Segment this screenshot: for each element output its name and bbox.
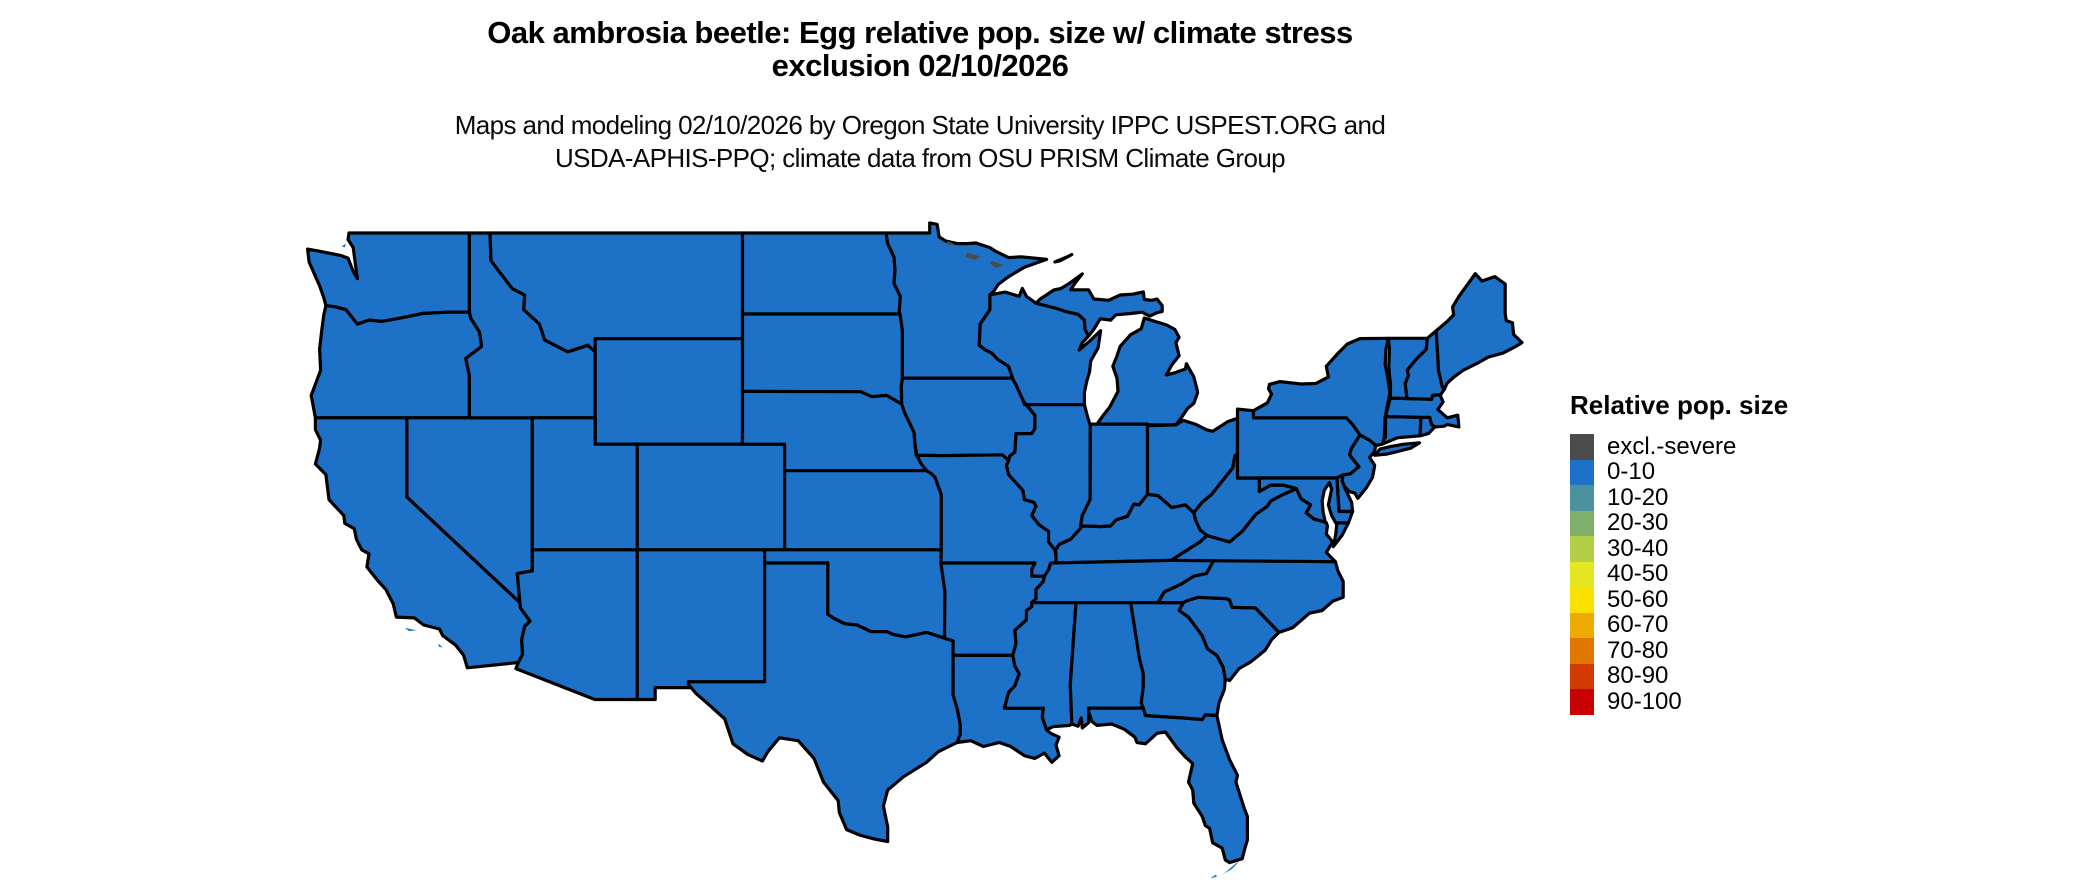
state-fl	[1086, 706, 1250, 865]
legend-color-swatch	[1570, 485, 1594, 511]
legend-item: 50-60	[1570, 585, 1788, 613]
legend-item: 20-30	[1570, 509, 1788, 537]
map-title-line2: exclusion 02/10/2026	[771, 48, 1069, 83]
state-mi-upper	[1034, 272, 1164, 338]
legend-color-swatch	[1570, 510, 1594, 536]
island-florida-keys-lower	[1210, 874, 1217, 879]
state-ct	[1380, 414, 1423, 446]
exclusion-patch-mn-boundary-waters-1	[965, 252, 981, 260]
legend-item: 70-80	[1570, 636, 1788, 664]
state-az	[514, 548, 639, 702]
state-long-island	[1373, 441, 1422, 457]
legend-item: excl.-severe	[1570, 432, 1788, 460]
legend-item-label: 30-40	[1607, 534, 1669, 562]
legend-color-swatch	[1570, 459, 1594, 485]
legend-item-label: 80-90	[1607, 662, 1669, 690]
legend-item: 30-40	[1570, 534, 1788, 562]
legend-color-swatch	[1570, 612, 1594, 638]
state-tx	[686, 561, 962, 844]
state-mi-lower	[1095, 316, 1200, 427]
state-co	[635, 442, 787, 552]
legend-color-swatch	[1570, 587, 1594, 613]
legend-color-swatch	[1570, 434, 1594, 460]
legend-color-swatch	[1570, 689, 1594, 715]
legend-color-swatch	[1570, 638, 1594, 664]
legend-item: 90-100	[1570, 687, 1788, 715]
legend-item-label: 0-10	[1607, 458, 1656, 486]
state-nm	[635, 548, 767, 702]
state-nd	[740, 231, 902, 316]
legend-item: 80-90	[1570, 662, 1788, 690]
legend-item-label: 60-70	[1607, 611, 1669, 639]
legend-item-label: 90-100	[1607, 687, 1682, 715]
state-nj	[1340, 433, 1378, 500]
state-pa	[1235, 407, 1362, 480]
state-va-eastern-shore	[1331, 521, 1351, 549]
map-subtitle-line2: USDA-APHIS-PPQ; climate data from OSU PR…	[554, 143, 1286, 173]
legend: Relative pop. size excl.-severe 0-10 10-20…	[1570, 390, 1788, 715]
map-subtitle: Maps and modeling 02/10/2026 by Oregon S…	[320, 109, 1520, 175]
legend-item-label: excl.-severe	[1607, 432, 1737, 460]
legend-color-swatch	[1570, 536, 1594, 562]
state-ms	[1002, 600, 1078, 732]
legend-items: excl.-severe 0-10 10-20 20-30 30-40 40-50 50-6…	[1570, 432, 1788, 715]
island-san-juan-islands	[341, 243, 346, 248]
exclusion-patch-mn-boundary-waters-2	[989, 260, 1004, 268]
state-wy	[593, 337, 745, 446]
exclusion-patch-mn-border-3	[946, 240, 954, 246]
state-nc	[1156, 558, 1345, 635]
map-title: Oak ambrosia beetle: Egg relative pop. s…	[320, 16, 1520, 82]
state-isle-royale	[1053, 253, 1074, 264]
legend-item: 0-10	[1570, 458, 1788, 486]
legend-item-label: 40-50	[1607, 560, 1669, 588]
map-subtitle-line1: Maps and modeling 02/10/2026 by Oregon S…	[454, 110, 1386, 140]
state-me	[1434, 272, 1524, 392]
legend-item-label: 70-80	[1607, 636, 1669, 664]
legend-item-label: 10-20	[1607, 483, 1669, 511]
island-florida-keys-upper	[1220, 861, 1239, 876]
legend-item-label: 20-30	[1607, 509, 1669, 537]
state-or	[309, 304, 484, 420]
legend-color-swatch	[1570, 663, 1594, 689]
legend-item: 60-70	[1570, 611, 1788, 639]
legend-color-swatch	[1570, 561, 1594, 587]
state-ks	[782, 469, 943, 552]
legend-title: Relative pop. size	[1570, 390, 1789, 420]
map-title-line1: Oak ambrosia beetle: Egg relative pop. s…	[487, 15, 1353, 50]
legend-item: 40-50	[1570, 560, 1788, 588]
island-santa-catalina	[438, 643, 443, 648]
legend-item: 10-20	[1570, 483, 1788, 511]
legend-item-label: 50-60	[1607, 585, 1669, 613]
island-channel-islands	[404, 627, 417, 632]
state-md	[1257, 476, 1355, 525]
